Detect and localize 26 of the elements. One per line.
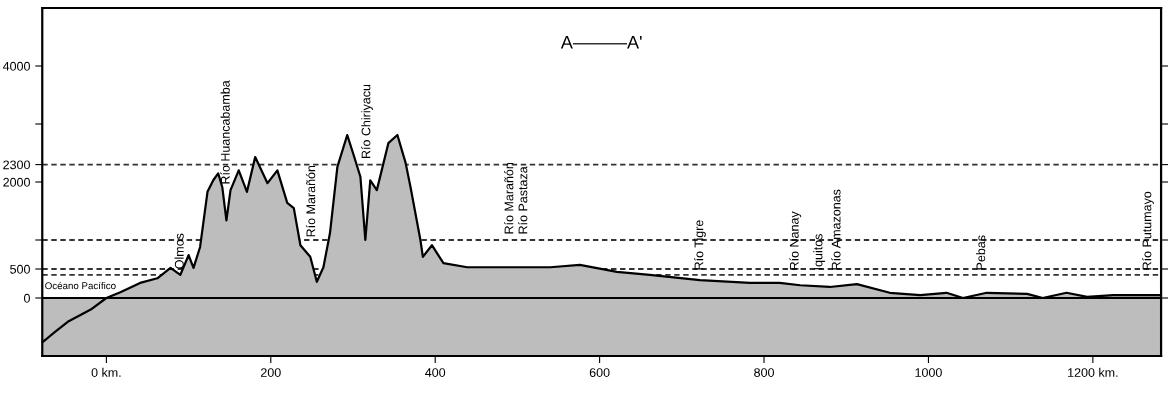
annotation: Río Marañón: [504, 163, 514, 234]
annotation: Río Huancabamba: [220, 80, 230, 184]
x-tick-label: 0 km.: [91, 367, 121, 377]
annotation: Río Putumayo: [1142, 191, 1154, 270]
annotation: Río Tigre: [694, 220, 706, 270]
annotation: Río Nanay: [789, 211, 802, 270]
annotation: Olmos: [174, 233, 184, 269]
x-tick-label: 200: [261, 368, 281, 377]
x-tick-label: 1200 km.: [1068, 367, 1118, 377]
text: A———A': [560, 35, 642, 49]
x-tick-label: 800: [754, 368, 774, 377]
annotation: Río Amazonas: [831, 189, 841, 270]
x-tick-label: 600: [589, 368, 610, 377]
y-tick-label: 2300: [3, 160, 30, 170]
x-tick-label: 1000: [915, 368, 942, 377]
y-tick-label: 4000: [2, 61, 30, 71]
y-tick-label: 500: [10, 264, 30, 274]
annotation: Río Chiriyacu: [361, 84, 373, 159]
x-tick-label: 400: [425, 368, 446, 377]
annotation: Iquitos: [813, 234, 825, 270]
annotation: Océano Pacífico: [45, 281, 116, 290]
y-tick-label: 0: [24, 293, 30, 303]
annotation: Pebas: [976, 235, 986, 270]
y-tick-label: 2000: [3, 177, 30, 187]
annotation: Río Marañón: [305, 165, 316, 237]
annotation: Río Pastaza: [518, 166, 528, 234]
